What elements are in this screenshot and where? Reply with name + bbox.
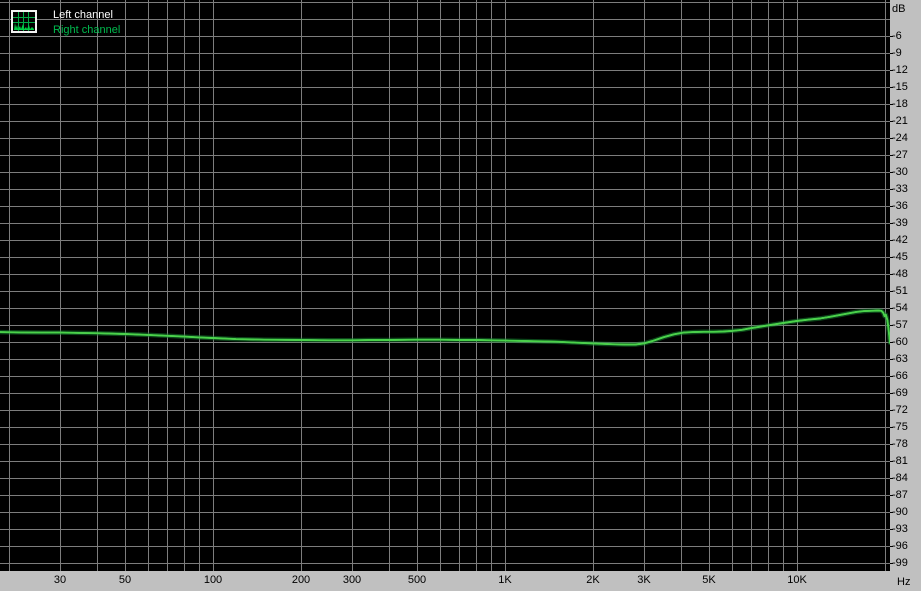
db-tick-label: -36 [892, 199, 908, 212]
db-tick-label: -57 [892, 318, 908, 331]
frequency-response-plot [0, 0, 890, 571]
db-tick-label: -21 [892, 114, 908, 127]
db-tick-label: -42 [892, 233, 908, 246]
freq-tick-label: 30 [53, 574, 67, 586]
db-tickmark [890, 291, 893, 292]
plot-background [0, 0, 890, 571]
db-tick-label: -75 [892, 420, 908, 433]
db-tickmark [890, 427, 893, 428]
db-tickmark [890, 410, 893, 411]
db-tickmark [890, 70, 893, 71]
db-tickmark [890, 376, 893, 377]
db-tick-label: -96 [892, 539, 908, 552]
db-tickmark [890, 36, 893, 37]
freq-tick-label: 10K [787, 574, 807, 586]
db-tickmark [890, 342, 893, 343]
db-tick-label: -51 [892, 284, 908, 297]
db-tickmark [890, 546, 893, 547]
db-tickmark [890, 104, 893, 105]
legend-left-channel: Left channel [53, 9, 113, 21]
freq-tick-label: 2K [586, 574, 600, 586]
legend-right-channel: Right channel [53, 24, 121, 36]
db-tick-label: -63 [892, 352, 908, 365]
db-tickmark [890, 223, 893, 224]
db-tick-label: -60 [892, 335, 908, 348]
db-tick-label: -93 [892, 522, 908, 535]
db-tick-label: -66 [892, 369, 908, 382]
freq-tick-label: 5K [702, 574, 716, 586]
db-tickmark [890, 155, 893, 156]
db-tickmark [890, 240, 893, 241]
db-tick-label: -30 [892, 165, 908, 178]
db-tick-label: -39 [892, 216, 908, 229]
db-tickmark [890, 444, 893, 445]
db-tick-label: -87 [892, 488, 908, 501]
db-tick-label: -6 [892, 29, 902, 42]
db-tickmark [890, 495, 893, 496]
db-tick-label: -12 [892, 63, 908, 76]
db-tick-label: -48 [892, 267, 908, 280]
db-tick-label: -18 [892, 97, 908, 110]
db-tick-label: -45 [892, 250, 908, 263]
db-tickmark [890, 138, 893, 139]
freq-tick-label: 200 [291, 574, 311, 586]
db-tick-label: -84 [892, 471, 908, 484]
db-tickmark [890, 172, 893, 173]
db-tick-label: -24 [892, 131, 908, 144]
hz-unit-label: Hz [897, 576, 911, 588]
db-tickmark [890, 121, 893, 122]
db-tickmark [890, 461, 893, 462]
db-tickmark [890, 393, 893, 394]
db-tickmark [890, 189, 893, 190]
db-tick-label: -81 [892, 454, 908, 467]
db-tickmark [890, 512, 893, 513]
db-tick-label: -69 [892, 386, 908, 399]
db-tickmark [890, 359, 893, 360]
db-tick-label: -54 [892, 301, 908, 314]
db-tick-label: -90 [892, 505, 908, 518]
db-tick-label: -9 [892, 46, 902, 59]
freq-tick-label: 1K [498, 574, 512, 586]
db-unit-label: dB [892, 3, 906, 15]
db-tick-label: -72 [892, 403, 908, 416]
freq-tick-label: 3K [637, 574, 651, 586]
db-tickmark [890, 274, 893, 275]
freq-tick-label: 300 [342, 574, 362, 586]
db-tickmark [890, 563, 893, 564]
db-tickmark [890, 206, 893, 207]
db-tickmark [890, 529, 893, 530]
right-channel-curve [0, 309, 890, 346]
db-tickmark [890, 325, 893, 326]
db-tick-label: -33 [892, 182, 908, 195]
freq-tick-label: 50 [118, 574, 132, 586]
db-tick-label: -78 [892, 437, 908, 450]
db-tickmark [890, 87, 893, 88]
db-tick-label: -27 [892, 148, 908, 161]
db-tickmark [890, 308, 893, 309]
db-tickmark [890, 478, 893, 479]
freq-tick-label: 100 [203, 574, 223, 586]
db-tickmark [890, 53, 893, 54]
spectrum-icon [11, 10, 37, 33]
db-tick-label: -99 [892, 556, 908, 569]
freq-tick-label: 500 [407, 574, 427, 586]
db-tickmark [890, 257, 893, 258]
db-tick-label: -15 [892, 80, 908, 93]
